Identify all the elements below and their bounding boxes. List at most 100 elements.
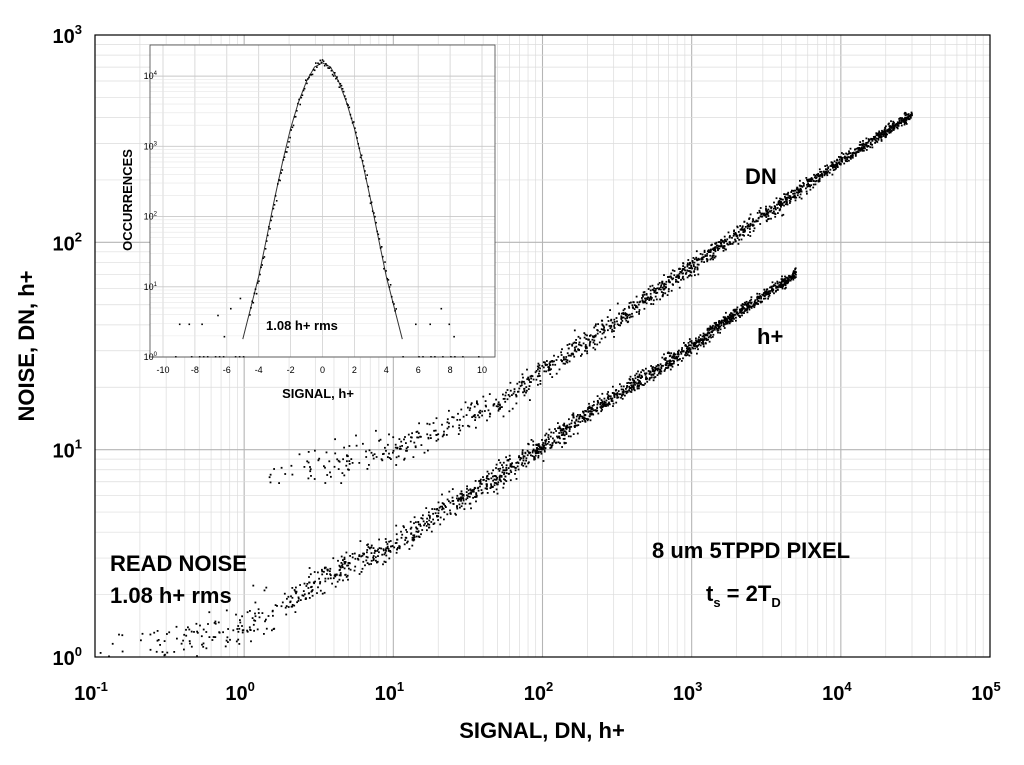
data-point bbox=[415, 521, 417, 524]
data-point bbox=[394, 443, 397, 446]
data-point bbox=[724, 240, 726, 242]
data-point bbox=[227, 641, 229, 643]
data-point bbox=[690, 264, 692, 267]
data-point bbox=[628, 305, 630, 308]
data-point bbox=[291, 587, 294, 589]
data-point bbox=[397, 546, 399, 549]
data-point bbox=[638, 375, 641, 377]
data-point bbox=[548, 369, 550, 371]
data-point bbox=[538, 364, 541, 367]
data-point bbox=[404, 436, 406, 438]
inset-data-point bbox=[313, 69, 316, 72]
data-point bbox=[553, 354, 555, 357]
data-point bbox=[550, 431, 553, 434]
data-point bbox=[546, 363, 548, 366]
data-point bbox=[345, 576, 348, 578]
data-point bbox=[663, 274, 665, 276]
data-point bbox=[580, 355, 582, 357]
data-point bbox=[676, 274, 679, 277]
data-point bbox=[678, 349, 680, 352]
inset-data-point bbox=[286, 151, 288, 153]
data-point bbox=[794, 276, 797, 278]
data-point bbox=[753, 220, 756, 223]
data-point bbox=[480, 492, 483, 495]
data-point bbox=[743, 230, 746, 233]
data-point bbox=[765, 212, 768, 215]
data-point bbox=[691, 267, 694, 270]
data-point bbox=[566, 359, 569, 362]
data-point bbox=[490, 472, 493, 475]
data-point bbox=[632, 385, 635, 388]
data-point bbox=[395, 542, 398, 544]
data-point bbox=[370, 546, 373, 549]
data-point bbox=[602, 329, 605, 331]
data-point bbox=[838, 158, 841, 161]
data-point bbox=[687, 351, 690, 354]
data-point bbox=[781, 286, 784, 289]
data-point bbox=[252, 623, 255, 626]
data-point bbox=[326, 573, 328, 575]
data-point bbox=[369, 547, 371, 550]
inset-outlier-point bbox=[239, 297, 242, 300]
data-point bbox=[768, 205, 771, 208]
data-point bbox=[672, 353, 675, 356]
data-point bbox=[498, 408, 500, 410]
data-point bbox=[806, 183, 808, 186]
data-point bbox=[560, 354, 563, 356]
data-point bbox=[199, 624, 201, 627]
data-point bbox=[723, 247, 726, 250]
data-point bbox=[723, 245, 726, 247]
data-point bbox=[504, 475, 507, 478]
data-point bbox=[697, 263, 700, 266]
data-point bbox=[535, 370, 538, 372]
data-point bbox=[911, 114, 913, 117]
data-point bbox=[682, 265, 684, 267]
data-point bbox=[728, 241, 731, 243]
data-point bbox=[241, 625, 243, 627]
data-point bbox=[242, 629, 245, 631]
data-point bbox=[157, 639, 160, 641]
data-point bbox=[765, 292, 767, 295]
data-point bbox=[780, 205, 782, 208]
data-point bbox=[654, 289, 657, 292]
data-point bbox=[788, 197, 791, 199]
dn-series-points bbox=[268, 111, 913, 484]
data-point bbox=[249, 628, 251, 631]
inset-data-point bbox=[272, 207, 275, 210]
data-point bbox=[853, 152, 856, 155]
data-point bbox=[481, 414, 483, 417]
data-point bbox=[457, 412, 459, 415]
data-point bbox=[666, 360, 668, 363]
data-point bbox=[642, 301, 645, 304]
data-point bbox=[783, 204, 785, 207]
x-tick-label: 100 bbox=[225, 679, 254, 705]
inset-data-point bbox=[256, 282, 259, 284]
data-point bbox=[508, 395, 511, 398]
data-point bbox=[662, 292, 665, 294]
data-point bbox=[902, 119, 905, 122]
data-point bbox=[431, 508, 434, 510]
data-point bbox=[738, 238, 740, 241]
inset-data-point bbox=[318, 63, 320, 65]
data-point bbox=[892, 126, 894, 129]
data-point bbox=[560, 431, 563, 434]
data-point bbox=[537, 383, 539, 386]
inset-y-tick-label: 102 bbox=[144, 212, 158, 222]
data-point bbox=[509, 469, 512, 472]
data-point bbox=[584, 419, 586, 422]
data-point bbox=[405, 449, 407, 452]
data-point bbox=[504, 400, 507, 403]
data-point bbox=[581, 417, 584, 420]
data-point bbox=[342, 559, 344, 561]
data-point bbox=[326, 568, 329, 571]
data-point bbox=[897, 123, 900, 125]
data-point bbox=[748, 225, 751, 228]
inset-data-point bbox=[299, 103, 301, 106]
data-point bbox=[849, 152, 852, 154]
data-point bbox=[825, 170, 827, 173]
data-point bbox=[616, 393, 618, 396]
data-point bbox=[187, 626, 189, 629]
data-point bbox=[341, 564, 343, 567]
data-point bbox=[328, 460, 331, 463]
data-point bbox=[553, 439, 556, 442]
